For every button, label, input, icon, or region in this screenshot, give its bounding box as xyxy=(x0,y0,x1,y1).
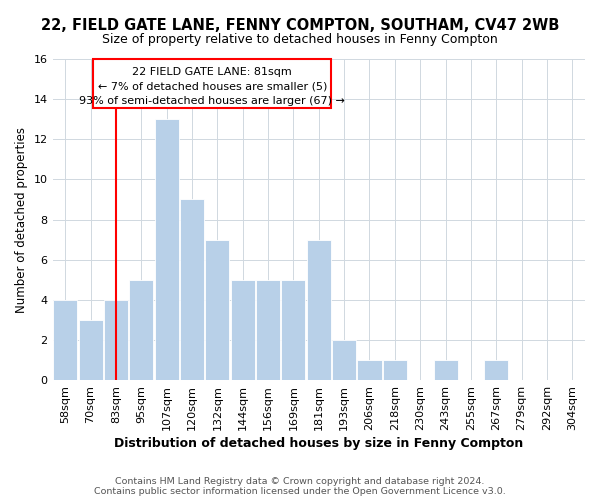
Text: Contains public sector information licensed under the Open Government Licence v3: Contains public sector information licen… xyxy=(94,487,506,496)
Text: Contains HM Land Registry data © Crown copyright and database right 2024.: Contains HM Land Registry data © Crown c… xyxy=(115,477,485,486)
Bar xyxy=(53,300,77,380)
Bar xyxy=(358,360,382,380)
Bar xyxy=(104,300,128,380)
Bar xyxy=(256,280,280,380)
Bar xyxy=(79,320,103,380)
Text: 93% of semi-detached houses are larger (67) →: 93% of semi-detached houses are larger (… xyxy=(79,96,345,106)
Text: ← 7% of detached houses are smaller (5): ← 7% of detached houses are smaller (5) xyxy=(98,81,327,91)
Bar xyxy=(484,360,508,380)
Bar xyxy=(230,280,255,380)
Bar xyxy=(155,119,179,380)
Bar xyxy=(281,280,305,380)
Y-axis label: Number of detached properties: Number of detached properties xyxy=(15,126,28,312)
Bar xyxy=(129,280,154,380)
Text: 22, FIELD GATE LANE, FENNY COMPTON, SOUTHAM, CV47 2WB: 22, FIELD GATE LANE, FENNY COMPTON, SOUT… xyxy=(41,18,559,32)
Text: Size of property relative to detached houses in Fenny Compton: Size of property relative to detached ho… xyxy=(102,32,498,46)
Bar xyxy=(383,360,407,380)
Bar xyxy=(434,360,458,380)
Bar xyxy=(332,340,356,380)
Text: 22 FIELD GATE LANE: 81sqm: 22 FIELD GATE LANE: 81sqm xyxy=(133,66,292,76)
Bar xyxy=(205,240,229,380)
Bar xyxy=(180,200,204,380)
Bar xyxy=(307,240,331,380)
X-axis label: Distribution of detached houses by size in Fenny Compton: Distribution of detached houses by size … xyxy=(114,437,523,450)
FancyBboxPatch shape xyxy=(93,59,331,108)
